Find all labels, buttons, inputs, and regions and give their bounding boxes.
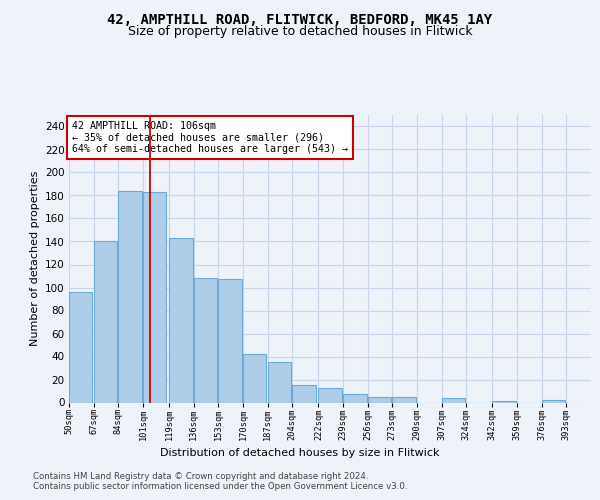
- Bar: [542, 400, 565, 402]
- Bar: [143, 192, 166, 402]
- Bar: [442, 398, 465, 402]
- Bar: [243, 354, 266, 403]
- Bar: [69, 292, 92, 403]
- Bar: [343, 394, 367, 402]
- Bar: [368, 397, 391, 402]
- Bar: [268, 362, 291, 403]
- Text: Contains HM Land Registry data © Crown copyright and database right 2024.: Contains HM Land Registry data © Crown c…: [33, 472, 368, 481]
- Text: Contains public sector information licensed under the Open Government Licence v3: Contains public sector information licen…: [33, 482, 407, 491]
- Bar: [94, 242, 117, 402]
- Y-axis label: Number of detached properties: Number of detached properties: [29, 171, 40, 346]
- Bar: [392, 397, 416, 402]
- Bar: [169, 238, 193, 402]
- Bar: [118, 191, 142, 402]
- Bar: [194, 278, 217, 402]
- Text: 42 AMPTHILL ROAD: 106sqm
← 35% of detached houses are smaller (296)
64% of semi-: 42 AMPTHILL ROAD: 106sqm ← 35% of detach…: [71, 120, 347, 154]
- Bar: [319, 388, 342, 402]
- Text: 42, AMPTHILL ROAD, FLITWICK, BEDFORD, MK45 1AY: 42, AMPTHILL ROAD, FLITWICK, BEDFORD, MK…: [107, 12, 493, 26]
- Bar: [292, 385, 316, 402]
- Bar: [218, 280, 242, 402]
- Text: Size of property relative to detached houses in Flitwick: Size of property relative to detached ho…: [128, 25, 472, 38]
- Text: Distribution of detached houses by size in Flitwick: Distribution of detached houses by size …: [160, 448, 440, 458]
